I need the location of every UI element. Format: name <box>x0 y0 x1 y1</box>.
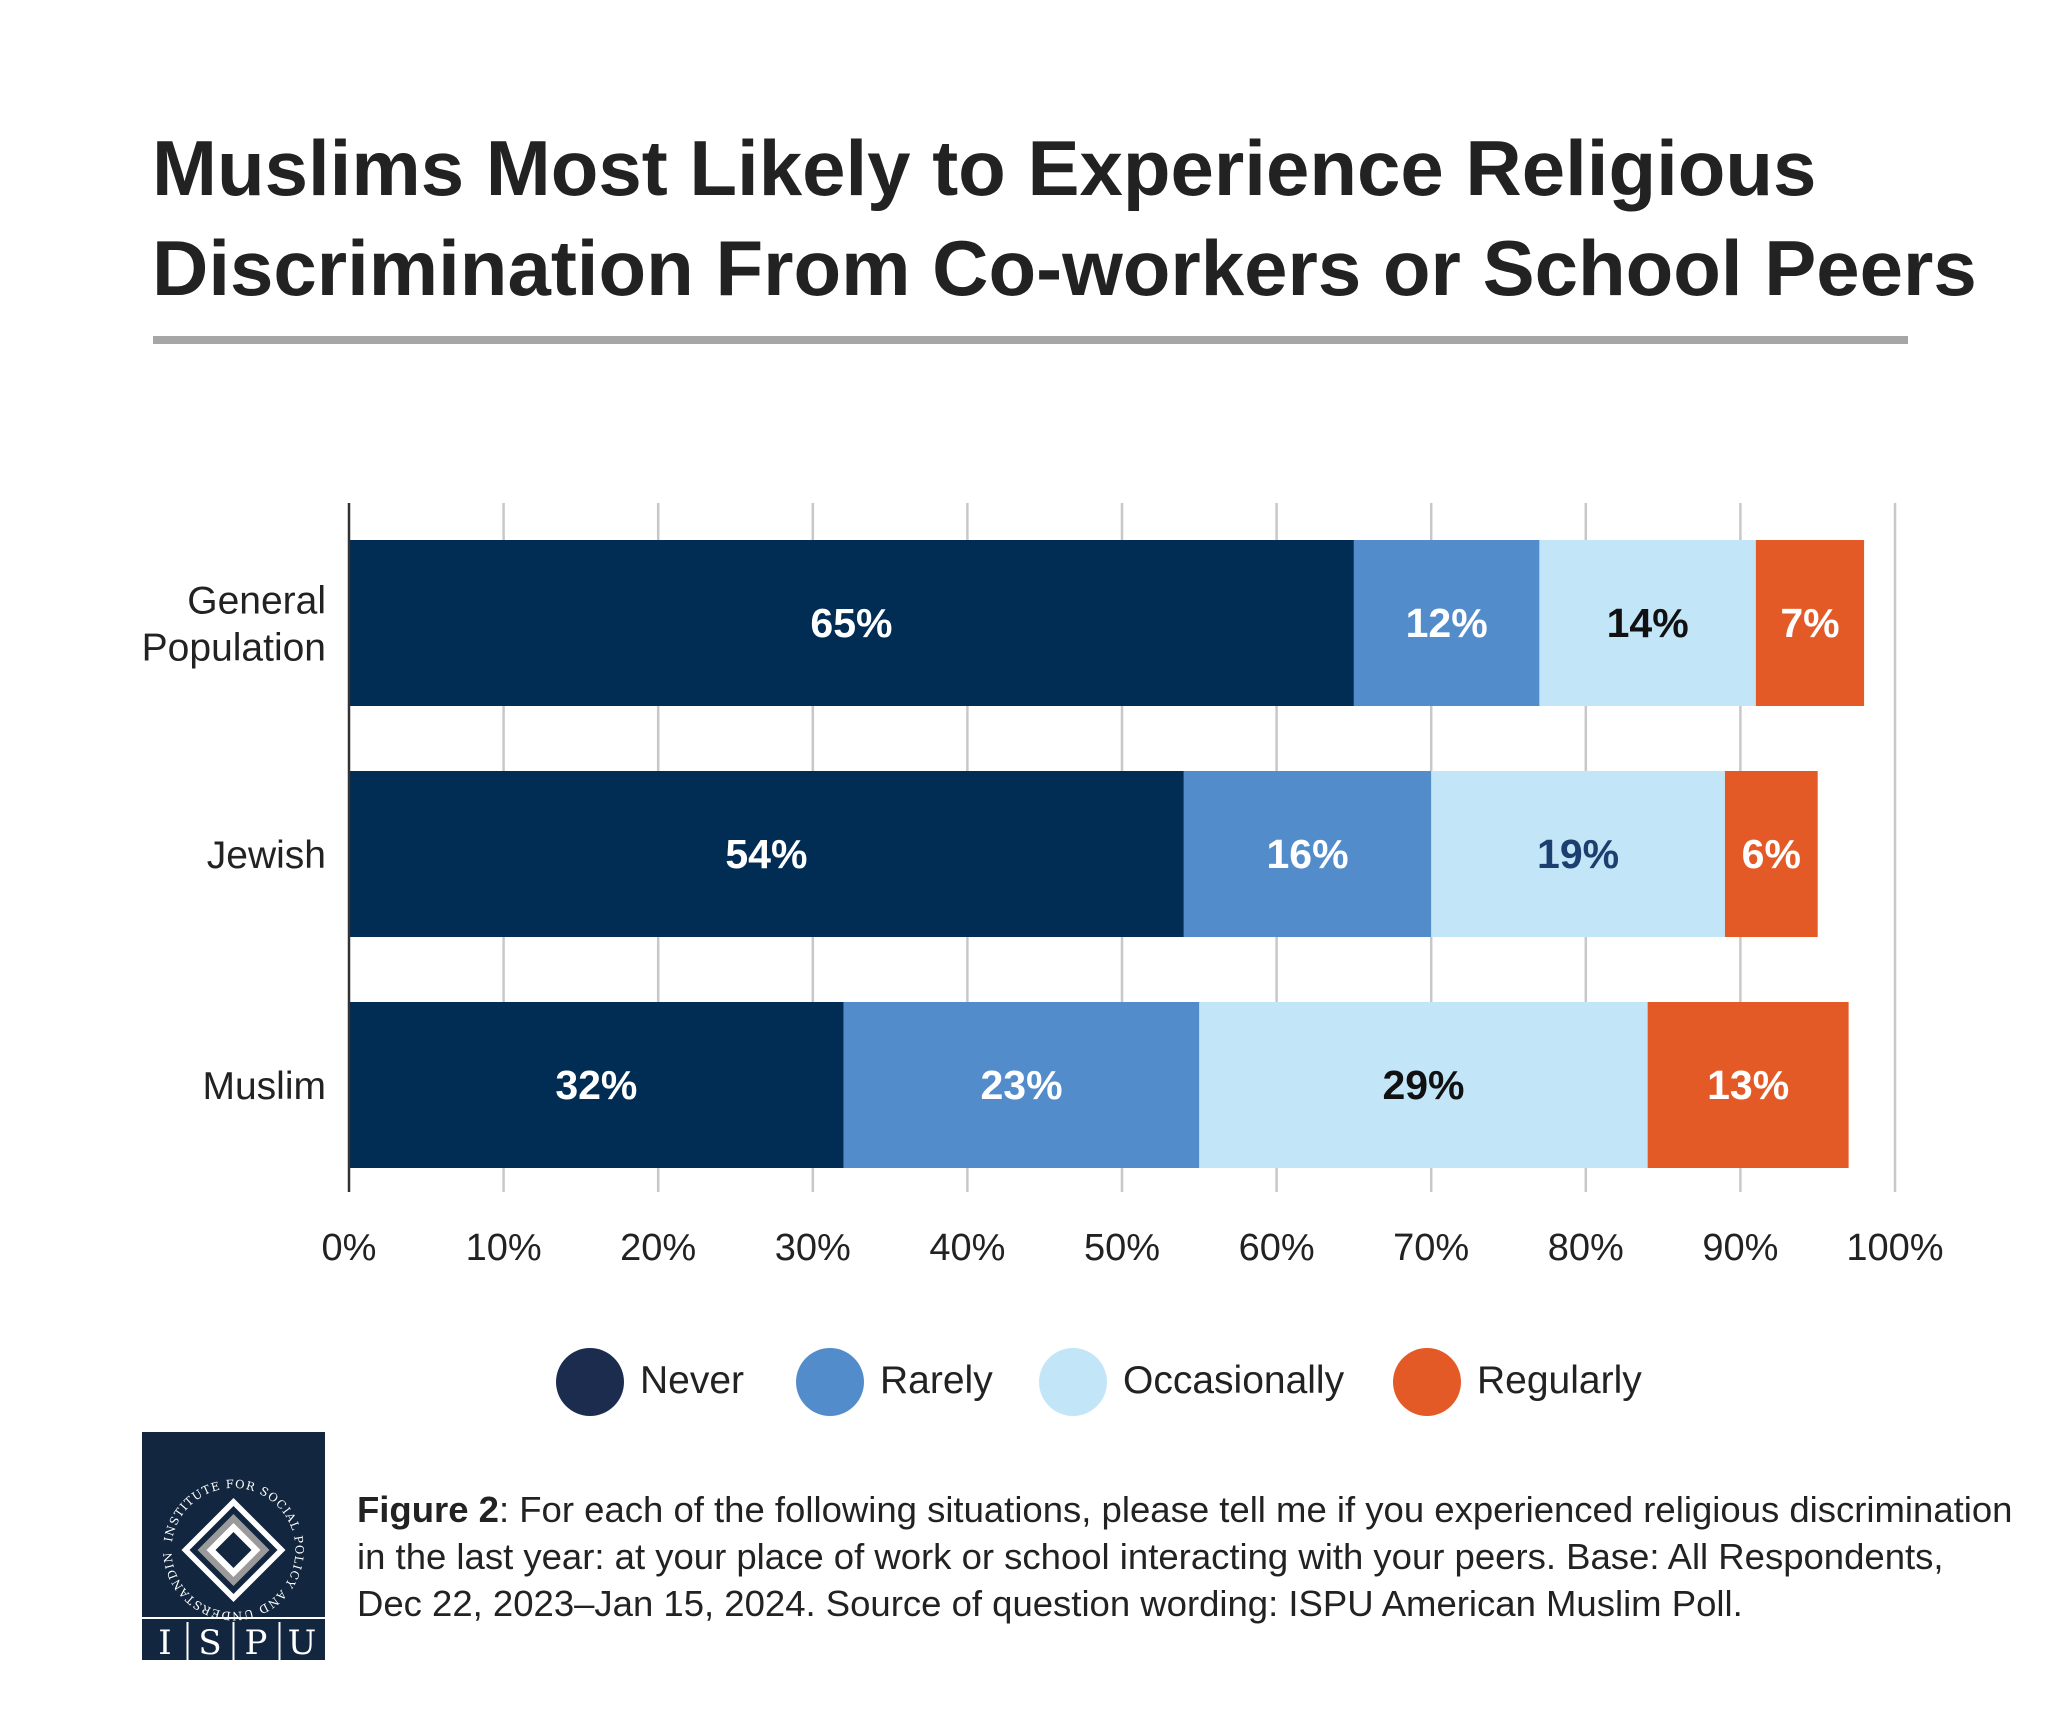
data-label: 13% <box>1707 1062 1789 1108</box>
logo-letter-p: P <box>245 1623 268 1660</box>
bar-segment-rarely <box>1353 540 1540 706</box>
legend-swatch-rarely <box>796 1348 864 1416</box>
data-label: 23% <box>980 1062 1062 1108</box>
category-label: General <box>187 580 326 623</box>
legend-swatch-never <box>556 1348 624 1416</box>
x-tick-label: 90% <box>1702 1227 1778 1269</box>
x-tick-label: 20% <box>620 1227 696 1269</box>
x-tick-label: 30% <box>775 1227 851 1269</box>
legend-label-rarely: Rarely <box>880 1359 993 1402</box>
bar-segment-never <box>349 1002 844 1168</box>
legend-label-never: Never <box>640 1359 745 1402</box>
logo-letter-s: S <box>198 1623 221 1660</box>
x-tick-label: 40% <box>929 1227 1005 1269</box>
data-label: 16% <box>1266 831 1348 877</box>
logo-diamond-mark <box>181 1498 286 1602</box>
category-label: Muslim <box>203 1065 327 1108</box>
x-tick-label: 0% <box>322 1227 377 1269</box>
logo-letters: I S P U <box>158 1622 316 1660</box>
logo-letter-i: I <box>158 1623 171 1660</box>
logo-letter-u: U <box>288 1623 317 1660</box>
x-tick-label: 80% <box>1548 1227 1624 1269</box>
x-tick-label: 100% <box>1846 1227 1943 1269</box>
x-tick-label: 50% <box>1084 1227 1160 1269</box>
data-label: 54% <box>725 831 807 877</box>
data-label: 7% <box>1780 600 1839 646</box>
legend-label-regularly: Regularly <box>1477 1359 1642 1402</box>
figure-note-text: : For each of the following situations, … <box>357 1489 2013 1624</box>
data-label: 6% <box>1742 831 1801 877</box>
bar-segment-never <box>349 771 1184 937</box>
data-label: 65% <box>810 600 892 646</box>
data-label: 19% <box>1537 831 1619 877</box>
data-label: 12% <box>1406 600 1488 646</box>
category-label: Jewish <box>207 834 326 877</box>
x-tick-label: 10% <box>466 1227 542 1269</box>
legend-swatch-occasionally <box>1039 1348 1107 1416</box>
bar-segment-regularly <box>1755 540 1865 706</box>
stacked-bar-chart: 0% 10% 20% 30% 40% 50% 60% 70% 80% 90% 100% 65% 12% 1… <box>142 503 1944 1269</box>
bar-segment-occasionally <box>1199 1002 1648 1168</box>
ispu-logo: INSTITUTE FOR SOCIAL POLICY AND UNDERSTA… <box>142 1432 325 1660</box>
data-label: 32% <box>555 1062 637 1108</box>
x-tick-label: 60% <box>1239 1227 1315 1269</box>
data-label: 14% <box>1607 600 1689 646</box>
bar-segment-rarely <box>843 1002 1200 1168</box>
title-divider <box>153 336 1908 344</box>
legend-swatch-regularly <box>1393 1348 1461 1416</box>
legend-label-occasionally: Occasionally <box>1123 1359 1345 1402</box>
chart-title: Muslims Most Likely to Experience Religi… <box>152 124 1977 312</box>
bar-segment-occasionally <box>1539 540 1756 706</box>
x-tick-label: 70% <box>1393 1227 1469 1269</box>
data-label: 29% <box>1382 1062 1464 1108</box>
bar-segment-occasionally <box>1431 771 1725 937</box>
bar-segment-regularly <box>1724 771 1818 937</box>
category-label: Population <box>142 627 326 670</box>
bar-segment-regularly <box>1647 1002 1849 1168</box>
figure-label: Figure 2 <box>357 1489 499 1530</box>
bar-segment-rarely <box>1183 771 1432 937</box>
figure-note: Figure 2: For each of the following situ… <box>357 1486 2017 1627</box>
legend: Never Rarely Occasionally Regularly <box>0 1342 2048 1422</box>
bar-segment-never <box>349 540 1354 706</box>
